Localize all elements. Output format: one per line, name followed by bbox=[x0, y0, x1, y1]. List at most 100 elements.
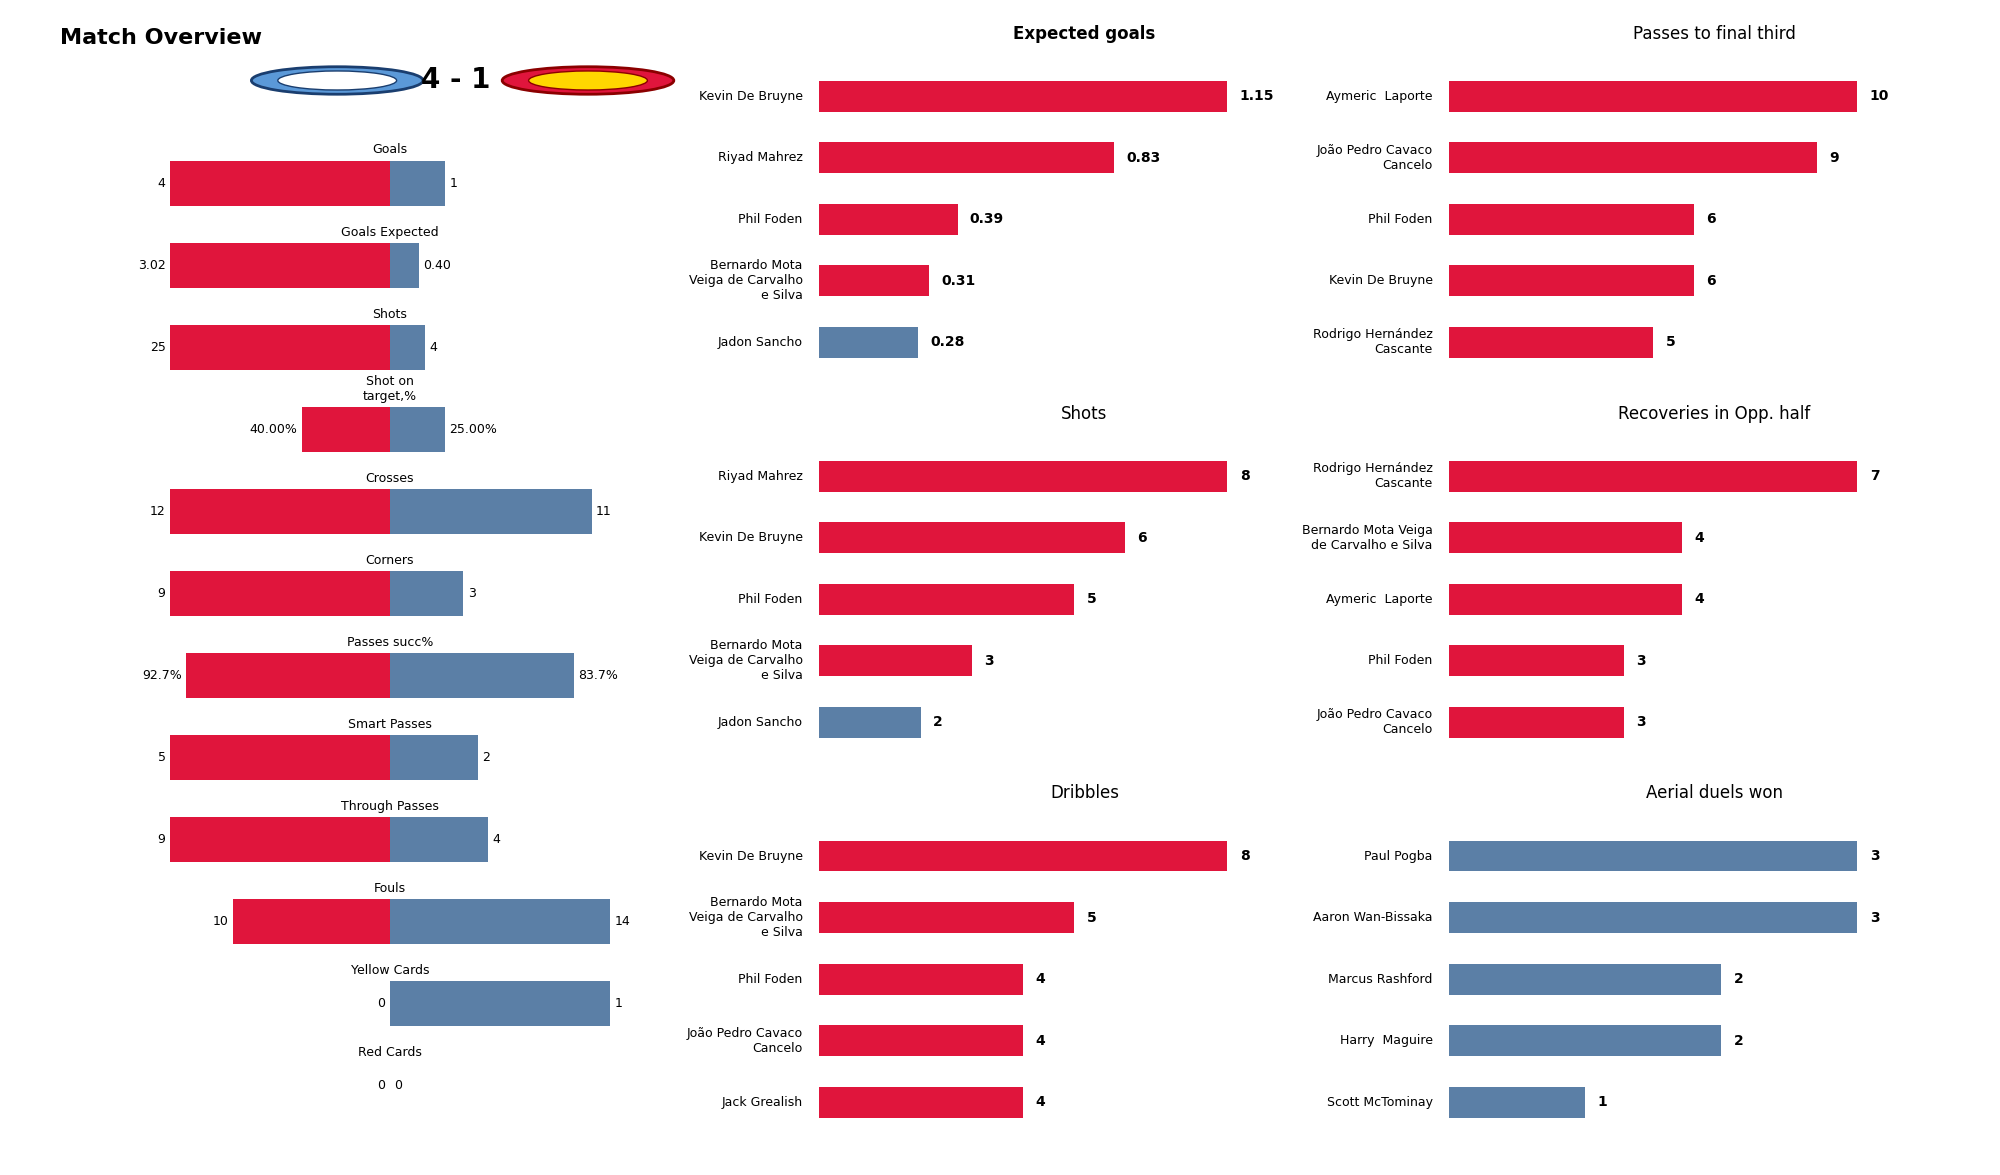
Text: 4: 4 bbox=[492, 833, 500, 846]
Text: Red Cards: Red Cards bbox=[358, 1046, 422, 1059]
Text: 0.31: 0.31 bbox=[942, 274, 976, 288]
Bar bbox=[170, 817, 390, 862]
Text: 25.00%: 25.00% bbox=[450, 423, 498, 436]
Bar bbox=[1448, 840, 1858, 872]
Text: 40.00%: 40.00% bbox=[250, 423, 298, 436]
Bar bbox=[820, 204, 958, 235]
Text: Bernardo Mota
Veiga de Carvalho
e Silva: Bernardo Mota Veiga de Carvalho e Silva bbox=[688, 897, 802, 939]
Text: 83.7%: 83.7% bbox=[578, 669, 618, 682]
Text: Aymeric  Laporte: Aymeric Laporte bbox=[1326, 592, 1432, 606]
Bar bbox=[820, 1087, 1024, 1117]
Bar bbox=[390, 243, 420, 288]
Text: Kevin De Bruyne: Kevin De Bruyne bbox=[698, 89, 802, 102]
Text: Shot on
target,%: Shot on target,% bbox=[362, 375, 418, 403]
Text: Riyad Mahrez: Riyad Mahrez bbox=[718, 470, 802, 483]
Text: Passes succ%: Passes succ% bbox=[346, 636, 434, 649]
Bar bbox=[170, 489, 390, 533]
Text: 1.15: 1.15 bbox=[1240, 89, 1274, 103]
Title: Aerial duels won: Aerial duels won bbox=[1646, 785, 1784, 803]
Text: Marcus Rashford: Marcus Rashford bbox=[1328, 973, 1432, 986]
Bar bbox=[1448, 902, 1858, 933]
Text: Phil Foden: Phil Foden bbox=[738, 213, 802, 226]
Bar bbox=[1448, 81, 1858, 112]
Text: Rodrigo Hernández
Cascante: Rodrigo Hernández Cascante bbox=[1312, 329, 1432, 356]
Text: 0: 0 bbox=[378, 998, 386, 1010]
Text: 7: 7 bbox=[1870, 469, 1880, 483]
Text: 3: 3 bbox=[1636, 716, 1646, 730]
Bar bbox=[820, 142, 1114, 173]
Bar bbox=[1448, 142, 1816, 173]
Text: Shots: Shots bbox=[372, 308, 408, 321]
Text: 8: 8 bbox=[1240, 469, 1250, 483]
Text: 3: 3 bbox=[468, 588, 476, 600]
Text: Paul Pogba: Paul Pogba bbox=[1364, 850, 1432, 862]
Text: Bernardo Mota Veiga
de Carvalho e Silva: Bernardo Mota Veiga de Carvalho e Silva bbox=[1302, 524, 1432, 552]
Bar bbox=[170, 736, 390, 780]
Text: Kevin De Bruyne: Kevin De Bruyne bbox=[1328, 275, 1432, 288]
Text: 4: 4 bbox=[1036, 1095, 1046, 1109]
Bar bbox=[390, 571, 464, 616]
Bar bbox=[820, 1026, 1024, 1056]
Bar bbox=[390, 161, 444, 206]
Text: 1: 1 bbox=[1598, 1095, 1608, 1109]
Text: 8: 8 bbox=[1240, 850, 1250, 864]
Text: 0.83: 0.83 bbox=[1126, 150, 1160, 165]
Text: 5: 5 bbox=[1666, 335, 1676, 349]
Text: 4: 4 bbox=[1694, 592, 1704, 606]
Circle shape bbox=[502, 67, 674, 94]
Text: Aymeric  Laporte: Aymeric Laporte bbox=[1326, 89, 1432, 102]
Text: 4: 4 bbox=[1036, 1034, 1046, 1048]
Text: Yellow Cards: Yellow Cards bbox=[350, 965, 430, 978]
Text: 3: 3 bbox=[1636, 653, 1646, 667]
Bar bbox=[170, 324, 390, 370]
Bar bbox=[1448, 461, 1858, 491]
Text: 92.7%: 92.7% bbox=[142, 669, 182, 682]
Text: Kevin De Bruyne: Kevin De Bruyne bbox=[698, 531, 802, 544]
Text: Phil Foden: Phil Foden bbox=[738, 973, 802, 986]
Bar bbox=[170, 161, 390, 206]
Bar bbox=[170, 571, 390, 616]
Bar bbox=[170, 243, 390, 288]
Bar bbox=[1448, 523, 1682, 553]
Text: 4 - 1: 4 - 1 bbox=[422, 67, 490, 94]
Text: Fouls: Fouls bbox=[374, 882, 406, 895]
Bar bbox=[1448, 963, 1722, 994]
Text: 3: 3 bbox=[1870, 911, 1880, 925]
Text: 25: 25 bbox=[150, 341, 166, 354]
Text: 4: 4 bbox=[430, 341, 438, 354]
Title: Passes to final third: Passes to final third bbox=[1634, 25, 1796, 42]
Bar bbox=[390, 653, 574, 698]
Bar bbox=[390, 324, 426, 370]
Bar bbox=[390, 817, 488, 862]
Text: 2: 2 bbox=[482, 751, 490, 764]
Bar bbox=[232, 899, 390, 945]
Text: Crosses: Crosses bbox=[366, 471, 414, 485]
Text: 3.02: 3.02 bbox=[138, 258, 166, 271]
Text: 0.39: 0.39 bbox=[970, 213, 1004, 227]
Text: Phil Foden: Phil Foden bbox=[738, 592, 802, 606]
Text: 6: 6 bbox=[1138, 531, 1148, 545]
Text: 2: 2 bbox=[1734, 1034, 1744, 1048]
Text: 2: 2 bbox=[1734, 972, 1744, 986]
Bar bbox=[1448, 1087, 1586, 1117]
Text: Jadon Sancho: Jadon Sancho bbox=[718, 716, 802, 728]
Text: 4: 4 bbox=[1036, 972, 1046, 986]
Text: 9: 9 bbox=[1828, 150, 1838, 165]
Text: 10: 10 bbox=[1870, 89, 1890, 103]
Bar bbox=[820, 707, 922, 738]
Bar bbox=[186, 653, 390, 698]
Text: Jack Grealish: Jack Grealish bbox=[722, 1096, 802, 1109]
Circle shape bbox=[252, 67, 424, 94]
Text: Scott McTominay: Scott McTominay bbox=[1326, 1096, 1432, 1109]
Bar bbox=[820, 523, 1126, 553]
Circle shape bbox=[528, 70, 648, 90]
Title: Expected goals: Expected goals bbox=[1014, 25, 1156, 42]
Bar bbox=[1448, 327, 1654, 358]
Text: 0: 0 bbox=[378, 1080, 386, 1093]
Text: 0: 0 bbox=[394, 1080, 402, 1093]
Text: Through Passes: Through Passes bbox=[342, 800, 438, 813]
Text: Bernardo Mota
Veiga de Carvalho
e Silva: Bernardo Mota Veiga de Carvalho e Silva bbox=[688, 260, 802, 302]
Text: Aaron Wan-Bissaka: Aaron Wan-Bissaka bbox=[1314, 911, 1432, 924]
Title: Recoveries in Opp. half: Recoveries in Opp. half bbox=[1618, 404, 1810, 423]
Bar bbox=[820, 645, 972, 676]
